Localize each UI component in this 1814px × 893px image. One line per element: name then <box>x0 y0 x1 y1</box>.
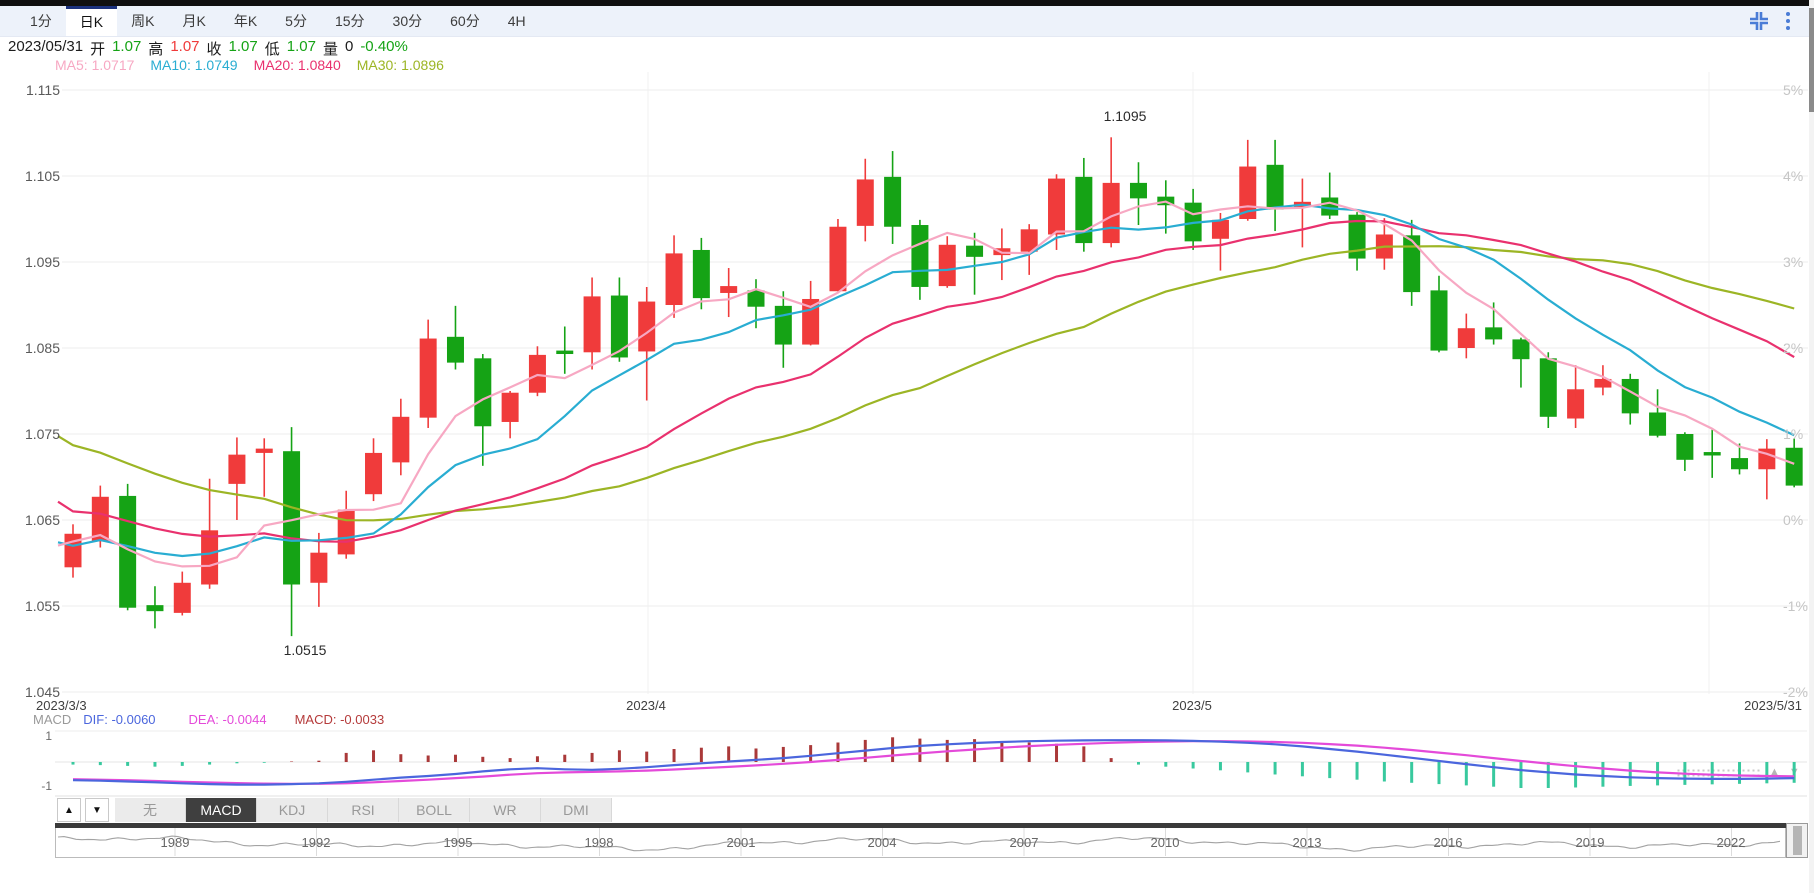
tab-5min[interactable]: 5分 <box>285 13 307 29</box>
timeframe-toolbar: 1分 日K 周K 月K 年K 5分 15分 30分 60分 4H <box>0 6 1814 37</box>
panel-down-icon[interactable]: ▼ <box>1788 766 1800 778</box>
indicator-tab-none[interactable]: 无 <box>115 798 186 822</box>
pct-tick: 1% <box>1783 426 1804 442</box>
timeline-year: 2019 <box>1575 835 1605 850</box>
pct-tick: 0% <box>1783 512 1804 528</box>
drag-handle-dots[interactable] <box>1676 767 1760 777</box>
tab-4h[interactable]: 4H <box>507 13 526 29</box>
pct-tick: 4% <box>1783 168 1804 184</box>
timeline-year: 2004 <box>867 835 897 850</box>
tab-30min[interactable]: 30分 <box>392 13 423 29</box>
high-value: 1.07 <box>170 38 200 55</box>
dea-readout: DEA: -0.0044 <box>188 712 267 727</box>
indicator-tab-boll[interactable]: BOLL <box>399 798 470 822</box>
timeline-slider-handle[interactable] <box>1786 823 1808 858</box>
timeline-year: 2013 <box>1292 835 1322 850</box>
more-options-icon[interactable] <box>1784 10 1792 32</box>
timeline-year: 1992 <box>301 835 331 850</box>
macd-readout: MACD: -0.0033 <box>294 712 385 727</box>
pct-tick: -1% <box>1783 598 1808 614</box>
dif-readout: DIF: -0.0060 <box>83 712 156 727</box>
indicator-tab-macd[interactable]: MACD <box>186 798 257 822</box>
macd-axis-top: 1 <box>45 729 52 743</box>
indicator-tab-wr[interactable]: WR <box>470 798 541 822</box>
ma30-readout: MA30: 1.0896 <box>356 57 444 73</box>
macd-axis-bottom: -1 <box>41 779 52 793</box>
low-value: 1.07 <box>286 38 316 55</box>
close-value: 1.07 <box>228 38 258 55</box>
indicator-bar: ▲ ▼ 无 MACD KDJ RSI BOLL WR DMI <box>57 798 612 822</box>
page-scrollbar-thumb[interactable] <box>1809 8 1814 112</box>
tab-15min[interactable]: 15分 <box>334 13 365 29</box>
macd-panel-title: MACD <box>33 712 72 727</box>
collapse-fullscreen-icon[interactable] <box>1748 10 1770 32</box>
pct-tick: 5% <box>1783 82 1804 98</box>
open-value: 1.07 <box>112 38 142 55</box>
timeframe-tabs: 1分 日K 周K 月K 年K 5分 15分 30分 60分 4H <box>0 6 540 36</box>
date-tick-april: 2023/4 <box>626 698 666 713</box>
price-tick: 1.105 <box>24 168 60 184</box>
timeline-year: 1995 <box>443 835 473 850</box>
indicator-tab-dmi[interactable]: DMI <box>541 798 612 822</box>
price-tick: 1.075 <box>24 426 60 442</box>
panel-up-icon[interactable]: ▲ <box>1769 766 1780 778</box>
ma-readout-row: MA5: 1.0717 MA10: 1.0749 MA20: 1.0840 MA… <box>55 57 444 73</box>
price-tick: 1.085 <box>24 340 60 356</box>
timeline-year: 1989 <box>160 835 190 850</box>
timeline-navigator[interactable]: 1989 1992 1995 1998 2001 2004 2007 2010 … <box>55 828 1786 858</box>
low-label: 低 <box>264 41 280 58</box>
quote-date: 2023/05/31 <box>8 38 84 55</box>
date-tick-start: 2023/3/3 <box>36 698 87 713</box>
indicator-tab-rsi[interactable]: RSI <box>328 798 399 822</box>
tab-1min[interactable]: 1分 <box>30 13 52 29</box>
tab-weekly-k[interactable]: 周K <box>131 13 155 29</box>
tab-daily-k[interactable]: 日K <box>65 6 118 36</box>
open-label: 开 <box>90 41 106 58</box>
ma5-readout: MA5: 1.0717 <box>55 57 135 73</box>
pct-tick: 3% <box>1783 254 1804 270</box>
tab-monthly-k[interactable]: 月K <box>182 13 206 29</box>
timeline-year: 1998 <box>584 835 614 850</box>
indicator-panel-control: ▲ ▼ <box>1676 766 1804 778</box>
indicator-up-button[interactable]: ▲ <box>57 798 81 822</box>
change-pct: -0.40% <box>360 38 408 55</box>
indicator-down-button[interactable]: ▼ <box>85 798 109 822</box>
date-tick-end: 2023/5/31 <box>1744 698 1802 713</box>
price-tick: 1.065 <box>24 512 60 528</box>
timeline-top-bar <box>55 823 1786 828</box>
high-label: 高 <box>148 41 164 58</box>
price-tick: 1.045 <box>24 684 60 700</box>
tab-60min[interactable]: 60分 <box>450 13 480 29</box>
price-tick: 1.055 <box>24 598 60 614</box>
indicator-tabs: 无 MACD KDJ RSI BOLL WR DMI <box>115 798 612 822</box>
page-scrollbar[interactable] <box>1809 0 1814 893</box>
tab-yearly-k[interactable]: 年K <box>233 13 258 29</box>
indicator-tab-kdj[interactable]: KDJ <box>257 798 328 822</box>
quote-row: 2023/05/31 开 1.07 高 1.07 收 1.07 低 1.07 量… <box>8 38 408 58</box>
pct-tick: 2% <box>1783 340 1804 356</box>
timeline-year: 2010 <box>1150 835 1180 850</box>
timeline-year: 2001 <box>726 835 756 850</box>
price-tick: 1.115 <box>26 82 60 98</box>
timeline-year: 2016 <box>1433 835 1463 850</box>
timeline-year: 2007 <box>1009 835 1039 850</box>
close-label: 收 <box>206 41 222 58</box>
timeline-slider-thumb[interactable] <box>1793 826 1802 855</box>
high-annotation: 1.1095 <box>1103 108 1147 124</box>
price-tick: 1.095 <box>24 254 60 270</box>
timeline-year: 2022 <box>1716 835 1746 850</box>
ma20-readout: MA20: 1.0840 <box>253 57 341 73</box>
top-dark-strip <box>0 0 1814 6</box>
ma10-readout: MA10: 1.0749 <box>150 57 238 73</box>
macd-readout-row: MACD DIF: -0.0060 DEA: -0.0044 MACD: -0.… <box>33 712 384 728</box>
date-tick-may: 2023/5 <box>1172 698 1212 713</box>
volume-value: 0 <box>344 38 354 55</box>
volume-label: 量 <box>322 41 338 58</box>
pct-tick: -2% <box>1783 684 1808 700</box>
low-annotation: 1.0515 <box>283 642 327 658</box>
